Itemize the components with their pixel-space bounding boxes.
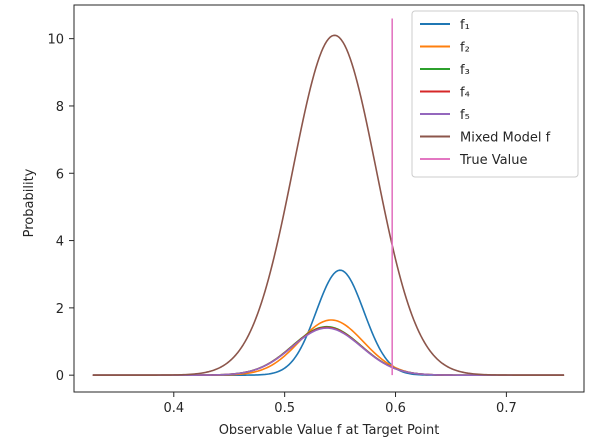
y-tick-label: 8 xyxy=(56,100,64,115)
y-tick-label: 2 xyxy=(56,302,64,317)
legend-label: f₂ xyxy=(460,41,470,56)
x-tick-label: 0.7 xyxy=(496,401,517,416)
series-line-f xyxy=(92,325,565,376)
legend: f₁ f₂ f₃ f₄ f₅ Mixed Model f True Value xyxy=(411,10,579,178)
legend-label: f₁ xyxy=(460,18,470,33)
series-line-f xyxy=(92,326,565,376)
axes-frame xyxy=(73,4,585,393)
x-axis: 0.4 0.5 0.6 0.7 xyxy=(163,392,517,416)
series-line-f xyxy=(92,327,565,376)
legend-label: f₄ xyxy=(460,86,470,101)
plot-area xyxy=(73,4,585,393)
x-tick-label: 0.5 xyxy=(274,401,295,416)
legend-label: Mixed Model f xyxy=(460,131,551,146)
series-line-f xyxy=(92,269,565,376)
legend-label: f₃ xyxy=(460,63,470,78)
x-tick-label: 0.6 xyxy=(385,401,406,416)
y-tick-label: 6 xyxy=(56,167,64,182)
y-tick-label: 4 xyxy=(56,235,64,250)
series-layer xyxy=(92,18,565,376)
y-tick-label: 10 xyxy=(47,33,64,48)
legend-label: True Value xyxy=(459,153,527,168)
legend-label: f₅ xyxy=(460,108,470,123)
x-tick-label: 0.4 xyxy=(163,401,184,416)
y-axis-label: Probability xyxy=(22,168,37,237)
y-tick-label: 0 xyxy=(56,369,64,384)
y-axis: 0 2 4 6 8 10 xyxy=(47,33,74,384)
series-line-mixed-model-f xyxy=(92,34,565,376)
x-axis-label: Observable Value f at Target Point xyxy=(219,423,440,438)
legend-box xyxy=(411,10,579,178)
